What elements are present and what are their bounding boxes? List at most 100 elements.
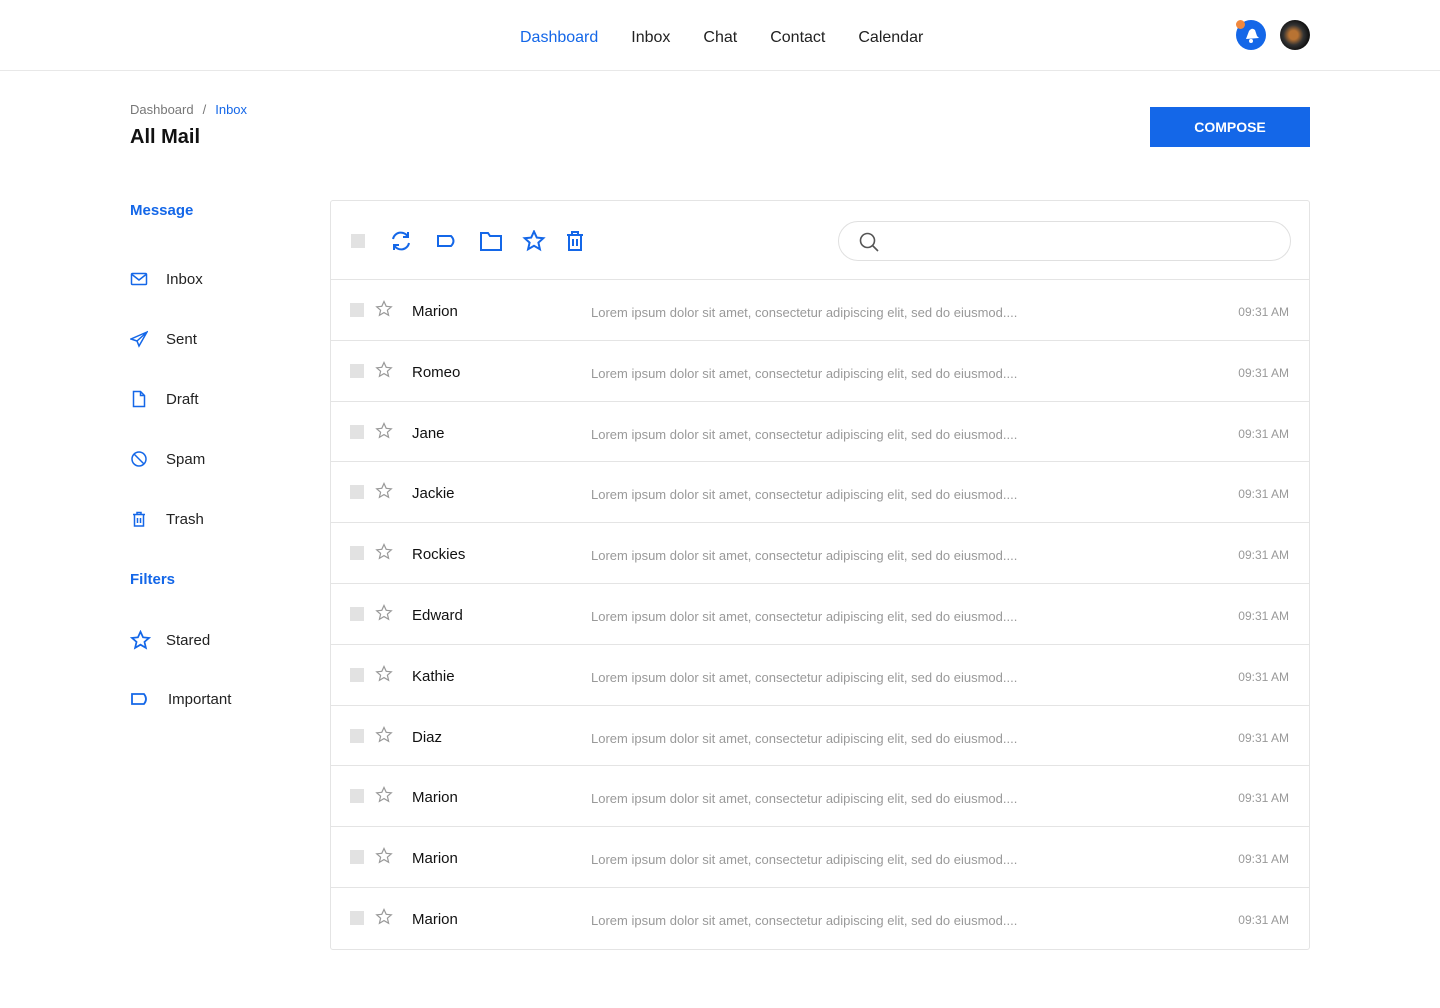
- mail-row[interactable]: Romeo Lorem ipsum dolor sit amet, consec…: [331, 341, 1309, 402]
- message-time: 09:31 AM: [1238, 487, 1289, 502]
- row-checkbox[interactable]: [350, 303, 364, 317]
- mail-row[interactable]: Marion Lorem ipsum dolor sit amet, conse…: [331, 766, 1309, 828]
- nav-dashboard[interactable]: Dashboard: [520, 29, 599, 46]
- breadcrumb-inbox[interactable]: Inbox: [215, 102, 248, 117]
- notification-dot: [1236, 20, 1245, 29]
- breadcrumb-dashboard[interactable]: Dashboard: [130, 102, 194, 117]
- message-time: 09:31 AM: [1238, 305, 1289, 319]
- sender-name: Diaz: [412, 728, 443, 746]
- sender-name: Marion: [412, 303, 458, 320]
- sidebar-item-draft[interactable]: Draft: [130, 390, 199, 408]
- message-time: 09:31 AM: [1238, 730, 1289, 745]
- message-preview: Lorem ipsum dolor sit amet, consectetur …: [591, 426, 1018, 442]
- message-preview: Lorem ipsum dolor sit amet, consectetur …: [591, 608, 1018, 624]
- message-preview: Lorem ipsum dolor sit amet, consectetur …: [591, 365, 1018, 381]
- row-checkbox[interactable]: [350, 606, 364, 621]
- message-preview: Lorem ipsum dolor sit amet, consectetur …: [591, 669, 1018, 685]
- message-time: 09:31 AM: [1238, 791, 1289, 806]
- select-all-checkbox[interactable]: [351, 234, 365, 248]
- row-checkbox[interactable]: [350, 667, 364, 682]
- mail-row[interactable]: Kathie Lorem ipsum dolor sit amet, conse…: [331, 645, 1309, 706]
- row-checkbox[interactable]: [350, 728, 364, 743]
- mail-row[interactable]: Jackie Lorem ipsum dolor sit amet, conse…: [331, 462, 1309, 524]
- sender-name: Marion: [412, 910, 458, 928]
- sidebar-item-spam[interactable]: Spam: [130, 450, 205, 468]
- sidebar-item-label: Stared: [166, 632, 211, 649]
- compose-button[interactable]: COMPOSE: [1150, 107, 1310, 147]
- star-icon[interactable]: [375, 786, 393, 804]
- row-checkbox[interactable]: [350, 850, 364, 865]
- message-time: 09:31 AM: [1238, 365, 1289, 380]
- mail-row[interactable]: Marion Lorem ipsum dolor sit amet, conse…: [331, 827, 1309, 888]
- sidebar-item-label: Draft: [166, 390, 199, 408]
- send-icon: [130, 330, 148, 348]
- nav-chat[interactable]: Chat: [703, 29, 738, 46]
- star-icon[interactable]: [375, 847, 393, 865]
- sidebar-item-label: Important: [168, 690, 232, 708]
- message-preview: Lorem ipsum dolor sit amet, consectetur …: [591, 791, 1018, 807]
- avatar[interactable]: [1280, 20, 1310, 50]
- star-icon[interactable]: [375, 908, 393, 926]
- message-time: 09:31 AM: [1238, 608, 1289, 623]
- nav-inbox[interactable]: Inbox: [631, 29, 671, 46]
- trash-icon[interactable]: [563, 230, 587, 252]
- star-icon[interactable]: [375, 664, 393, 683]
- main-nav: Dashboard Inbox Chat Contact Calendar: [520, 29, 923, 47]
- sender-name: Kathie: [412, 667, 455, 685]
- search-input[interactable]: [838, 221, 1291, 261]
- star-icon[interactable]: [375, 482, 393, 500]
- label-icon[interactable]: [435, 230, 459, 252]
- sender-name: Marion: [412, 850, 458, 868]
- sidebar-item-inbox[interactable]: Inbox: [130, 270, 203, 288]
- message-heading: Message: [130, 202, 194, 219]
- nav-calendar[interactable]: Calendar: [858, 29, 924, 46]
- sidebar-item-label: Inbox: [166, 270, 203, 288]
- mail-toolbar: [331, 201, 1309, 280]
- message-preview: Lorem ipsum dolor sit amet, consectetur …: [591, 305, 1018, 320]
- sidebar-item-label: Sent: [166, 330, 197, 348]
- row-checkbox[interactable]: [350, 485, 364, 500]
- mail-row[interactable]: Marion Lorem ipsum dolor sit amet, conse…: [331, 888, 1309, 949]
- sender-name: Jackie: [412, 485, 455, 503]
- row-checkbox[interactable]: [350, 546, 364, 561]
- mail-list-panel: Marion Lorem ipsum dolor sit amet, conse…: [330, 200, 1310, 950]
- sender-name: Jane: [412, 424, 445, 442]
- message-preview: Lorem ipsum dolor sit amet, consectetur …: [591, 548, 1018, 564]
- mail-row[interactable]: Diaz Lorem ipsum dolor sit amet, consect…: [331, 706, 1309, 767]
- mail-row[interactable]: Jane Lorem ipsum dolor sit amet, consect…: [331, 402, 1309, 463]
- page-title: All Mail: [130, 126, 201, 148]
- sender-name: Rockies: [412, 546, 466, 564]
- nav-contact[interactable]: Contact: [770, 29, 826, 46]
- mail-row[interactable]: Marion Lorem ipsum dolor sit amet, conse…: [331, 280, 1309, 341]
- sidebar-item-stared[interactable]: Stared: [130, 630, 210, 651]
- folder-icon[interactable]: [479, 230, 503, 252]
- star-icon[interactable]: [375, 543, 393, 561]
- row-checkbox[interactable]: [350, 910, 364, 925]
- star-icon[interactable]: [375, 725, 393, 744]
- sidebar-item-trash[interactable]: Trash: [130, 510, 204, 528]
- notification-bell-icon[interactable]: [1236, 20, 1266, 50]
- row-checkbox[interactable]: [350, 363, 364, 378]
- star-icon[interactable]: [375, 360, 393, 379]
- message-time: 09:31 AM: [1238, 912, 1289, 927]
- mail-row[interactable]: Edward Lorem ipsum dolor sit amet, conse…: [331, 584, 1309, 645]
- star-icon[interactable]: [375, 421, 393, 440]
- star-icon[interactable]: [375, 300, 393, 318]
- sender-name: Marion: [412, 789, 458, 807]
- mail-icon: [130, 272, 148, 286]
- label-icon: [131, 693, 147, 705]
- sidebar-item-important[interactable]: Important: [130, 690, 231, 708]
- mail-row[interactable]: Rockies Lorem ipsum dolor sit amet, cons…: [331, 523, 1309, 584]
- ban-icon: [131, 451, 147, 467]
- message-time: 09:31 AM: [1238, 426, 1289, 441]
- row-checkbox[interactable]: [350, 789, 364, 804]
- sidebar-item-sent[interactable]: Sent: [130, 330, 197, 348]
- sender-name: Edward: [412, 606, 463, 624]
- message-time: 09:31 AM: [1238, 548, 1289, 563]
- star-icon[interactable]: [522, 230, 546, 252]
- star-icon[interactable]: [375, 604, 393, 622]
- file-icon: [132, 390, 146, 408]
- refresh-icon[interactable]: [389, 230, 413, 252]
- row-checkbox[interactable]: [350, 424, 364, 439]
- search-icon: [859, 232, 879, 252]
